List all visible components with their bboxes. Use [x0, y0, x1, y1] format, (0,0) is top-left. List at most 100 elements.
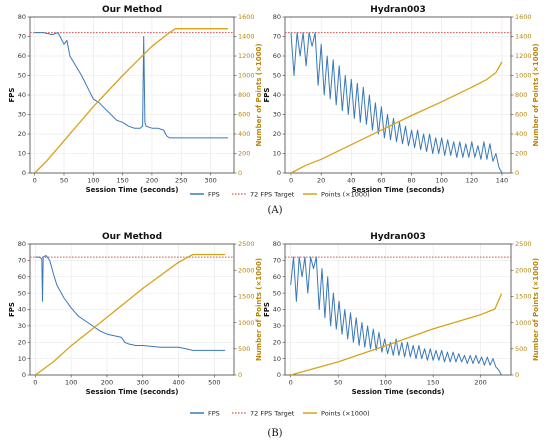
- y2-tick-label: 2000: [515, 266, 532, 274]
- y-tick-label: 60: [18, 273, 26, 281]
- panel-b-right: 0 50 100 150 2000102030405060708005001000150…: [263, 232, 540, 396]
- x-tick-label: 20: [317, 177, 325, 185]
- y2-axis-label: Number of Points (×1000): [532, 258, 540, 361]
- y2-tick-label: 200: [238, 150, 250, 158]
- y-tick-label: 70: [273, 257, 281, 265]
- legend-fps-label: FPS: [208, 191, 220, 199]
- points-series-line: [34, 28, 229, 174]
- y-tick-label: 10: [273, 355, 281, 363]
- y2-tick-label: 400: [515, 130, 527, 138]
- legend-target-label: 72 FPS Target: [250, 191, 295, 199]
- x-tick-label: 300: [137, 379, 149, 387]
- x-tick-label: 250: [175, 177, 187, 185]
- points-series-line: [290, 293, 503, 376]
- panel-title: Hydran003: [370, 232, 426, 242]
- legend-points-label: Points (×1000): [321, 410, 370, 418]
- x-tick-label: 0: [33, 177, 37, 185]
- y2-tick-label: 1600: [238, 13, 255, 21]
- y2-tick-label: 2500: [238, 240, 255, 248]
- x-tick-label: 150: [427, 379, 439, 387]
- x-tick-label: 150: [116, 177, 128, 185]
- x-tick-label: 300: [204, 177, 216, 185]
- y-tick-label: 40: [18, 91, 26, 99]
- legend-fps-label: FPS: [208, 410, 220, 418]
- y-axis-label: FPS: [263, 88, 271, 103]
- x-tick-label: 0: [289, 177, 293, 185]
- y-tick-label: 60: [273, 273, 281, 281]
- y2-tick-label: 2000: [238, 266, 255, 274]
- y2-tick-label: 1400: [515, 33, 532, 41]
- x-tick-label: 0: [33, 379, 37, 387]
- y-tick-label: 0: [22, 371, 26, 379]
- y-tick-label: 30: [18, 111, 26, 119]
- y2-tick-label: 800: [515, 91, 527, 99]
- y-tick-label: 0: [22, 169, 26, 177]
- y-tick-label: 60: [18, 52, 26, 60]
- y-tick-label: 80: [18, 13, 26, 21]
- y-tick-label: 80: [273, 240, 281, 248]
- y2-tick-label: 1600: [515, 13, 532, 21]
- x-tick-label: 100: [87, 177, 99, 185]
- y2-tick-label: 500: [238, 345, 250, 353]
- y-tick-label: 40: [273, 306, 281, 314]
- panel-title: Our Method: [102, 5, 162, 15]
- y-tick-label: 70: [18, 33, 26, 41]
- y-tick-label: 30: [273, 322, 281, 330]
- y2-tick-label: 1400: [238, 33, 255, 41]
- x-tick-label: 50: [334, 379, 342, 387]
- y2-tick-label: 200: [515, 150, 527, 158]
- x-tick-label: 200: [146, 177, 158, 185]
- x-tick-label: 40: [347, 177, 355, 185]
- x-tick-label: 50: [60, 177, 68, 185]
- y-tick-label: 20: [18, 130, 26, 138]
- y2-tick-label: 1000: [515, 72, 532, 80]
- y-tick-label: 50: [273, 289, 281, 297]
- x-axis-label: Session Time (seconds): [352, 388, 445, 396]
- y-tick-label: 20: [273, 130, 281, 138]
- x-tick-label: 100: [65, 379, 77, 387]
- y-tick-label: 10: [18, 150, 26, 158]
- x-tick-label: 400: [172, 379, 184, 387]
- y2-tick-label: 0: [515, 371, 519, 379]
- x-axis-label: Session Time (seconds): [86, 388, 179, 396]
- points-series-line: [290, 61, 503, 174]
- y2-axis-label: Number of Points (×1000): [255, 43, 263, 146]
- y2-tick-label: 2500: [515, 240, 532, 248]
- points-series-line: [35, 253, 226, 376]
- panel-a-left: 0 50 100 150 200 250 3000102030405060708002004…: [8, 5, 263, 194]
- y-axis-label: FPS: [263, 302, 271, 317]
- y2-axis-label: Number of Points (×1000): [255, 258, 263, 361]
- panel-title: Hydran003: [370, 5, 426, 15]
- panel-b-left: 0 100 200 300 400 500 0 10 20 30 40 50 60 70 80 0 500 100…: [8, 232, 263, 396]
- y-axis-label: FPS: [8, 88, 16, 103]
- y-tick-label: 80: [273, 13, 281, 21]
- y2-tick-label: 0: [515, 169, 519, 177]
- y2-tick-label: 0: [238, 371, 242, 379]
- y-tick-label: 10: [18, 355, 26, 363]
- y-tick-label: 10: [273, 150, 281, 158]
- y2-tick-label: 500: [515, 345, 527, 353]
- y-tick-label: 60: [273, 52, 281, 60]
- y2-tick-label: 1000: [515, 319, 532, 327]
- fps-series-line: [34, 32, 229, 139]
- x-tick-label: 120: [466, 177, 478, 185]
- x-tick-label: 500: [208, 379, 220, 387]
- y-tick-label: 30: [273, 111, 281, 119]
- y2-tick-label: 600: [515, 111, 527, 119]
- x-axis-label: Session Time (seconds): [352, 186, 445, 194]
- x-tick-label: 80: [407, 177, 415, 185]
- y-tick-label: 40: [18, 306, 26, 314]
- x-tick-label: 100: [435, 177, 447, 185]
- y-axis-label: FPS: [8, 302, 16, 317]
- x-tick-label: 60: [377, 177, 385, 185]
- y2-tick-label: 0: [238, 169, 242, 177]
- y-tick-label: 20: [273, 338, 281, 346]
- y-tick-label: 50: [273, 72, 281, 80]
- y-tick-label: 0: [277, 371, 281, 379]
- y2-tick-label: 1200: [515, 52, 532, 60]
- caption-b: (B): [267, 428, 282, 439]
- y2-tick-label: 1000: [238, 319, 255, 327]
- y2-tick-label: 600: [238, 111, 250, 119]
- fps-series-line: [290, 256, 502, 376]
- x-tick-label: 200: [101, 379, 113, 387]
